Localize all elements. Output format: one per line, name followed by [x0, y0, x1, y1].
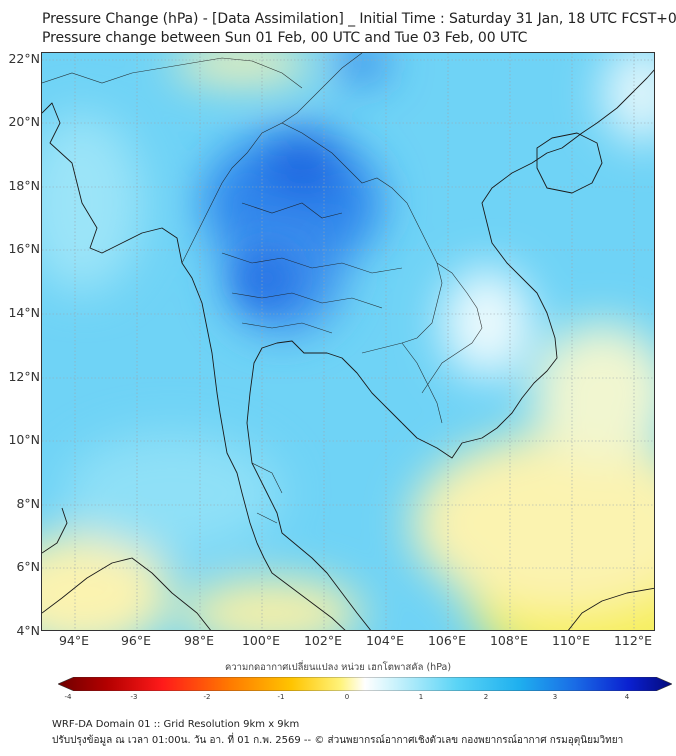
- border-peninsula: [251, 462, 283, 524]
- border-china: [42, 57, 303, 89]
- lon-label-94: 94°E: [58, 633, 90, 648]
- lon-label-110: 110°E: [551, 633, 590, 648]
- coast-myanmar-west: [42, 102, 258, 544]
- lat-label-20: 20°N: [8, 114, 40, 129]
- border-laos: [281, 53, 363, 124]
- lon-label-108: 108°E: [489, 633, 528, 648]
- decrease-core-inner: [239, 248, 295, 308]
- lon-label-98: 98°E: [183, 633, 215, 648]
- lon-label-106: 106°E: [427, 633, 466, 648]
- lon-label-96: 96°E: [120, 633, 152, 648]
- colorbar-tick-4: 4: [624, 693, 630, 701]
- border-cambodia: [401, 342, 443, 424]
- weak-decrease-southwest: [62, 433, 282, 553]
- colorbar-tick-neg2: -2: [203, 693, 211, 701]
- coast-vietnam-south: [401, 69, 654, 459]
- decrease-core: [262, 128, 342, 198]
- lon-label-104: 104°E: [365, 633, 404, 648]
- colorbar: [58, 677, 672, 691]
- lat-label-14: 14°N: [8, 305, 40, 320]
- lat-label-8: 8°N: [16, 496, 40, 511]
- map-title-line2: Pressure change between Sun 01 Feb, 00 U…: [42, 30, 528, 46]
- lon-label-102: 102°E: [303, 633, 342, 648]
- near-zero-north: [602, 53, 654, 143]
- borders: [42, 53, 483, 524]
- near-zero-laos: [442, 268, 532, 378]
- footer-credit: ปรับปรุงข้อมูล ณ เวลา 01:00น. วัน อา. ที…: [52, 735, 624, 746]
- near-zero-east: [532, 323, 654, 463]
- coast-hainan: [536, 132, 603, 194]
- coast-sumatra: [42, 557, 211, 630]
- lat-label-12: 12°N: [8, 369, 40, 384]
- lat-label-22: 22°N: [8, 51, 40, 66]
- border-vietnam: [421, 262, 483, 394]
- lat-label-6: 6°N: [16, 559, 40, 574]
- map-graphic: [42, 53, 654, 630]
- colorbar-caption: ความกดอากาศเปลี่ยนแปลง หน่วย เฮกโตพาสคัล…: [224, 662, 452, 673]
- coast-peninsula-east: [256, 542, 346, 630]
- lat-label-18: 18°N: [8, 178, 40, 193]
- lon-label-112: 112°E: [613, 633, 652, 648]
- colorbar-tick-neg1: -1: [277, 693, 285, 701]
- colorbar-tick-1: 1: [418, 693, 424, 701]
- footer-model-info: WRF-DA Domain 01 :: Grid Resolution 9km …: [52, 719, 300, 730]
- coast-gulf-north: [246, 340, 403, 424]
- increase-southwest: [42, 533, 172, 630]
- coast-peninsula-west: [246, 422, 371, 630]
- pressure-change-map: [41, 52, 655, 631]
- increase-south: [182, 578, 362, 630]
- border-provinces: [221, 202, 403, 334]
- map-title-line1: Pressure Change (hPa) - [Data Assimilati…: [42, 11, 676, 27]
- colorbar-tick-3: 3: [552, 693, 558, 701]
- lat-label-10: 10°N: [8, 432, 40, 447]
- pressure-field-layers: [42, 53, 654, 630]
- colorbar-body: [58, 677, 672, 691]
- colorbar-tick-0: 0: [344, 693, 350, 701]
- coast-sumatra-west: [42, 507, 68, 554]
- colorbar-tick-neg3: -3: [130, 693, 138, 701]
- grid-lines: [42, 53, 654, 630]
- coastlines: [42, 69, 654, 630]
- lon-label-100: 100°E: [241, 633, 280, 648]
- colorbar-tick-neg4: -4: [64, 693, 72, 701]
- decrease-north-edge: [337, 53, 387, 81]
- colorbar-tick-2: 2: [483, 693, 489, 701]
- border-thailand-north: [181, 122, 443, 354]
- lat-label-16: 16°N: [8, 241, 40, 256]
- coast-borneo: [568, 587, 654, 630]
- lat-label-4: 4°N: [16, 623, 40, 638]
